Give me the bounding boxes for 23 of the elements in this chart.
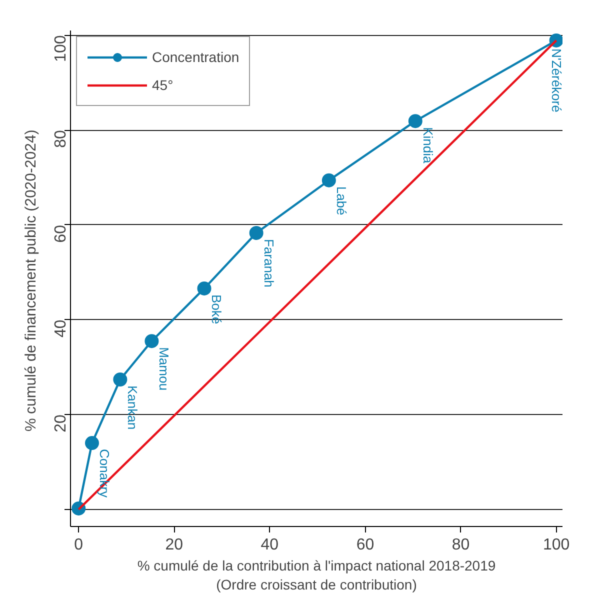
- y-tick-label: 80: [52, 130, 70, 148]
- x-tick-label: 0: [74, 536, 84, 554]
- annotation: Conakry: [96, 449, 112, 498]
- y-tick-label: 20: [52, 414, 70, 432]
- x-axis-title: % cumulé de la contribution à l'impact national 2018-2019 (Ordre croissant de contribution): [137, 558, 496, 593]
- y-tick-label: 60: [52, 224, 70, 243]
- x-tick-label: 40: [260, 536, 279, 554]
- x-tick-label: 100: [542, 536, 570, 554]
- annotation: Labé: [334, 186, 349, 216]
- y-tick-label: 40: [52, 320, 70, 338]
- legend-label: 45°: [152, 77, 174, 93]
- x-tick-label: 80: [452, 536, 470, 554]
- annotation: Boké: [209, 294, 224, 324]
- annotation: Kindia: [420, 127, 436, 164]
- annotation: Faranah: [261, 238, 276, 288]
- legend-label: Concentration: [152, 49, 240, 65]
- y-axis-title: % cumulé de financement public (2020-2024): [22, 130, 40, 432]
- annotation: Kankan: [125, 386, 140, 430]
- x-tick-label: 60: [356, 536, 374, 554]
- x-tick-label: 20: [165, 536, 184, 554]
- annotation: Mamou: [156, 347, 172, 390]
- annotation: N'Zérékoré: [548, 48, 564, 112]
- y-tick-label: 100: [52, 35, 70, 62]
